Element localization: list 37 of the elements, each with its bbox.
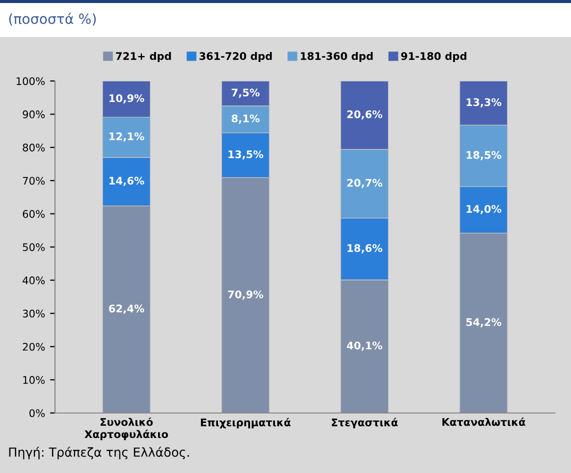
text: Πηγή: Τράπεζα της Ελλάδος. [9, 446, 189, 460]
data-label: 20,6% [347, 110, 382, 120]
data-label: 13,3% [466, 98, 502, 108]
y-tick-label: 0% [29, 409, 45, 418]
data-label: 18,6% [348, 244, 382, 254]
data-label: 14,6% [110, 176, 144, 186]
x-tick-label: Επιχειρηματικά [200, 418, 291, 428]
data-label: 70,9% [228, 290, 264, 300]
y-tick-label: 50% [22, 243, 45, 252]
y-tick-label: 20% [22, 342, 45, 351]
legend-label: 91-180 dpd [401, 52, 466, 62]
y-tick-label: 70% [22, 176, 45, 185]
data-label: 18,5% [466, 151, 502, 160]
x-tick-label: Στεγαστικά [332, 418, 398, 428]
y-tick-label: 30% [22, 310, 45, 318]
y-tick-label: 10% [23, 376, 45, 384]
data-label: 62,4% [109, 304, 144, 314]
x-tick-label: Συνολικό Χαρτοφυλάκιο [84, 417, 168, 440]
y-tick-label: 60% [22, 210, 45, 218]
data-label: 40,1% [346, 342, 382, 351]
y-tick-label: 80% [22, 144, 45, 152]
data-label: 20,7% [347, 178, 382, 188]
y-tick-label: 90% [22, 110, 45, 118]
legend-label: 721+ dpd [116, 52, 171, 62]
data-label: 14,0% [466, 204, 502, 214]
data-label: 8,1% [232, 114, 260, 124]
legend-label: 181-360 dpd [300, 52, 373, 62]
data-label: 12,1% [110, 132, 144, 142]
chart-title: (ποσοστά %) [9, 12, 96, 26]
legend-label: 361-720 dpd [200, 52, 272, 62]
x-tick-label: Καταναλωτικά [442, 417, 526, 426]
data-label: 54,2% [466, 318, 502, 328]
data-label: 7,5% [232, 88, 260, 98]
y-tick-label: 100% [16, 77, 45, 86]
data-label: 10,9% [110, 94, 144, 104]
data-label: 13,5% [228, 150, 264, 160]
y-tick-label: 40% [22, 276, 45, 284]
